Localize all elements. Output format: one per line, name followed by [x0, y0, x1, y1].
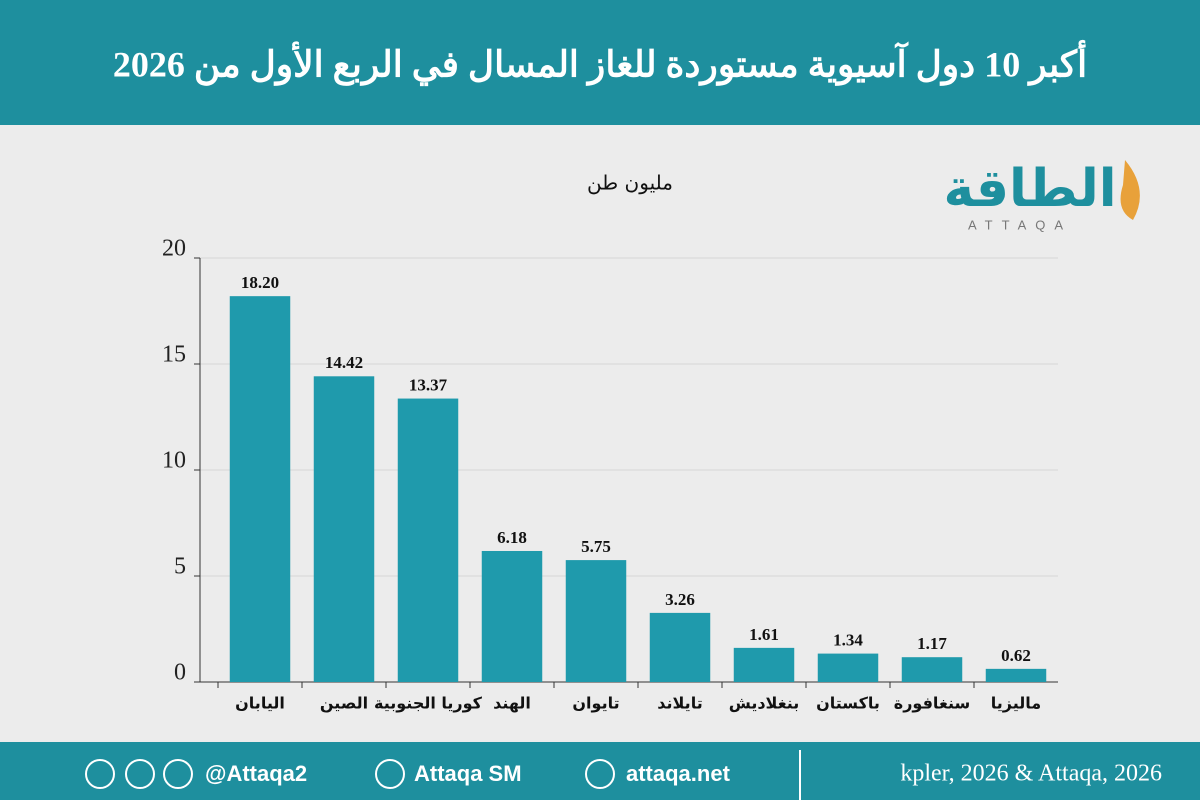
footer-youtube: Attaqa SM [414, 761, 522, 786]
y-tick-label: 5 [174, 554, 186, 580]
y-axis-unit: مليون طن [587, 171, 673, 195]
header-band [0, 0, 1200, 125]
x-tick-label: كوريا الجنوبية [374, 694, 483, 713]
bar [817, 653, 879, 682]
x-tick-label: اليابان [235, 694, 285, 713]
bar [565, 560, 627, 682]
x-tick-label: الصين [320, 694, 368, 713]
social-icons [85, 759, 615, 789]
x-tick-label: تايلاند [657, 694, 702, 713]
y-tick-label: 15 [162, 342, 186, 368]
bar [481, 550, 543, 682]
x-tick-label: بنغلاديش [729, 694, 800, 713]
bar [229, 296, 291, 682]
y-tick-label: 10 [162, 448, 186, 474]
logo-drop [1120, 160, 1140, 220]
x-tick-label: الهند [493, 694, 531, 713]
bar [397, 398, 459, 682]
footer-band [0, 742, 1200, 800]
value-label: 5.75 [581, 537, 611, 556]
x-tick-label: سنغافورة [894, 694, 970, 713]
value-label: 14.42 [325, 353, 363, 372]
value-label: 1.61 [749, 625, 779, 644]
y-tick-label: 0 [174, 660, 186, 686]
value-label: 1.34 [833, 630, 863, 649]
value-label: 0.62 [1001, 646, 1031, 665]
value-label: 1.17 [917, 634, 947, 653]
footer-website: attaqa.net [626, 761, 731, 786]
bar [313, 376, 375, 682]
y-tick-label: 20 [162, 236, 186, 262]
x-tick-label: ماليزيا [991, 694, 1041, 713]
footer-source: kpler, 2026 & Attaqa, 2026 [900, 761, 1162, 787]
bar [901, 657, 963, 682]
x-tick-label: تايوان [572, 694, 619, 713]
value-label: 6.18 [497, 528, 527, 547]
bar [733, 647, 795, 682]
logo-name: الطاقة [943, 159, 1116, 219]
plot: 0 5 10 15 20 اليابان 18.20 الصين 14.42 كوريا الجن… [162, 236, 1058, 713]
footer-handle: @Attaqa2 [205, 761, 307, 786]
logo-latin: ATTAQA [968, 217, 1072, 232]
value-label: 18.20 [241, 273, 279, 292]
bar [985, 668, 1047, 682]
x-tick-label: باكستان [816, 694, 880, 713]
bar [649, 612, 711, 682]
value-label: 3.26 [665, 590, 695, 609]
value-label: 13.37 [409, 375, 448, 394]
chart-title: أكبر 10 دول آسيوية مستوردة للغاز المسال … [113, 39, 1087, 86]
